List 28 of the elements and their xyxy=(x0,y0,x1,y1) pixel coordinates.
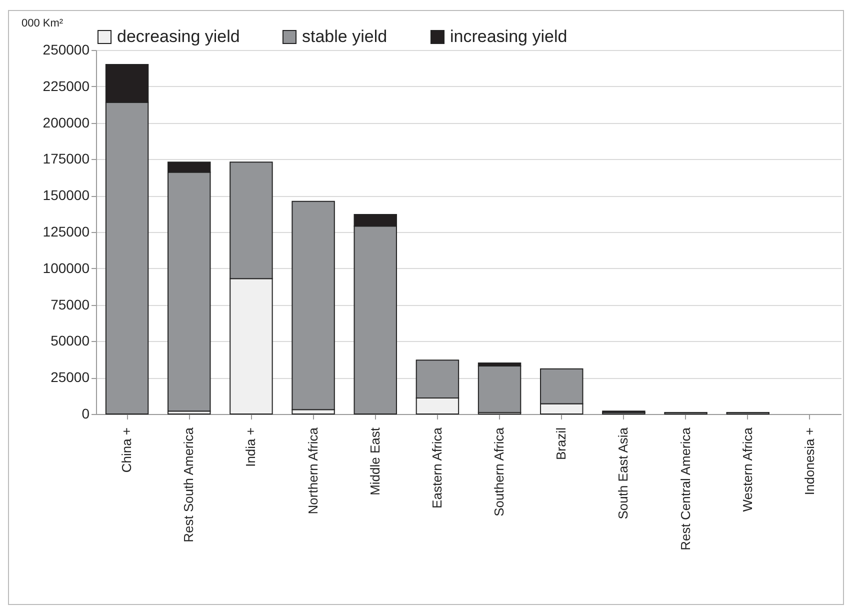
x-tick-label: Eastern Africa xyxy=(429,426,444,508)
legend-label: decreasing yield xyxy=(117,26,240,46)
x-tick-label: South East Asia xyxy=(616,426,631,520)
y-axis-title: 000 Km² xyxy=(22,18,64,30)
x-tick-label: Indonesia + xyxy=(802,428,817,496)
x-tick-label: Western Africa xyxy=(740,426,755,512)
legend-label: stable yield xyxy=(302,26,388,46)
y-tick-label: 50000 xyxy=(50,332,90,349)
y-tick-label: 0 xyxy=(82,406,90,422)
x-tick-label: China + xyxy=(119,428,134,473)
x-tick-label: Rest South America xyxy=(181,426,196,542)
y-tick-label: 100000 xyxy=(42,260,90,276)
legend-label: increasing yield xyxy=(450,26,568,46)
x-tick-label: Rest Central America xyxy=(678,426,693,550)
x-tick-label: Southern Africa xyxy=(492,426,507,516)
y-tick-label: 25000 xyxy=(50,369,90,386)
y-tick-label: 250000 xyxy=(42,42,90,58)
x-tick-label: India + xyxy=(243,428,258,467)
x-tick-label: Middle East xyxy=(367,427,382,496)
y-tick-label: 150000 xyxy=(42,187,90,204)
y-tick-label: 75000 xyxy=(50,296,90,312)
bar xyxy=(292,200,335,410)
y-tick-label: 200000 xyxy=(42,114,90,130)
x-tick-label: Brazil xyxy=(554,427,569,460)
x-tick-label: Northern Africa xyxy=(305,426,320,514)
y-tick-label: 225000 xyxy=(42,78,90,94)
y-tick-label: 175000 xyxy=(42,150,90,167)
y-tick-label: 125000 xyxy=(42,224,90,240)
